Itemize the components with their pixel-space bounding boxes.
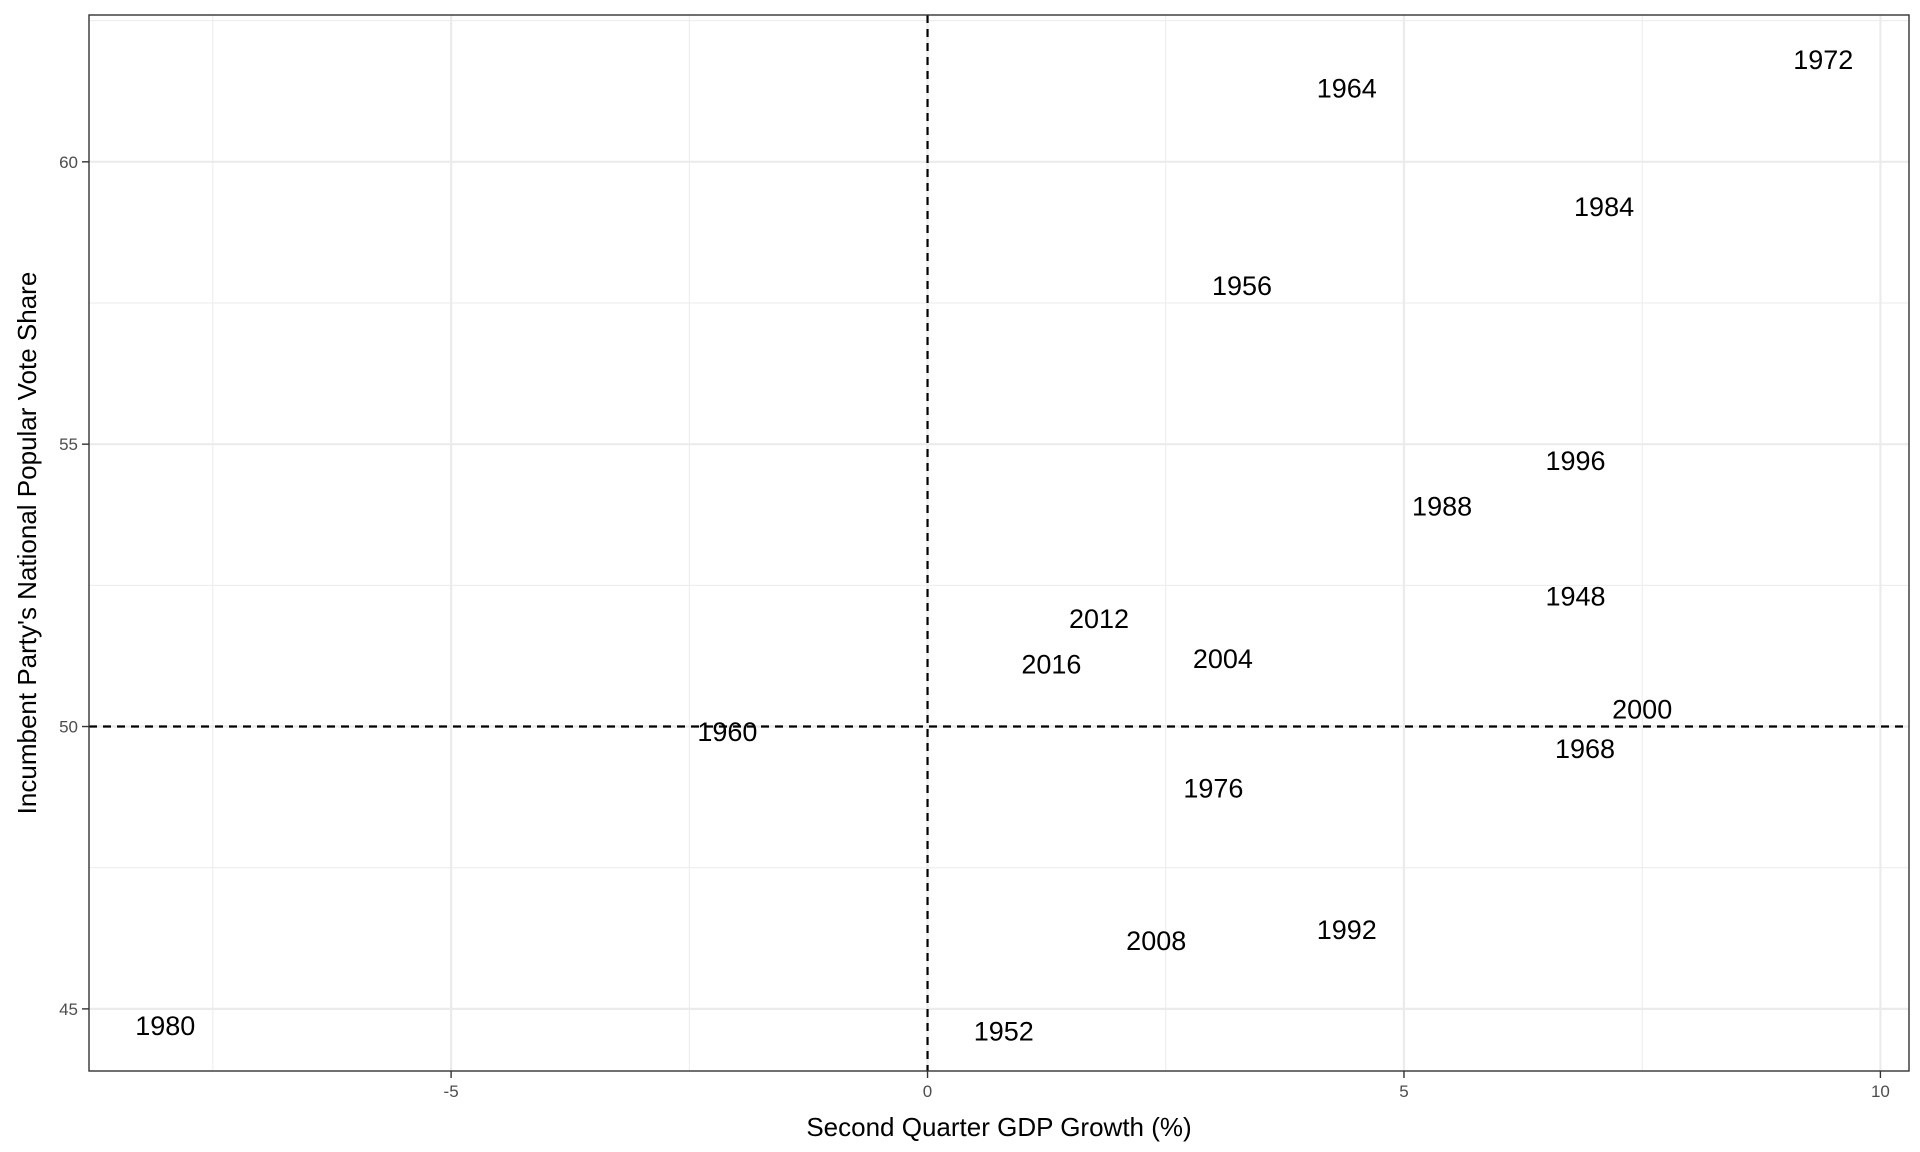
point-label-2000: 2000 xyxy=(1612,695,1672,725)
y-tick-label: 55 xyxy=(59,435,78,454)
point-label-2016: 2016 xyxy=(1021,649,1081,679)
point-label-1984: 1984 xyxy=(1574,192,1634,222)
point-label-2004: 2004 xyxy=(1193,644,1253,674)
point-label-1976: 1976 xyxy=(1183,774,1243,804)
point-label-1964: 1964 xyxy=(1317,73,1377,103)
point-label-1992: 1992 xyxy=(1317,915,1377,945)
x-tick-label: 5 xyxy=(1399,1082,1408,1101)
point-label-2008: 2008 xyxy=(1126,926,1186,956)
y-tick-label: 45 xyxy=(59,1000,78,1019)
point-label-1968: 1968 xyxy=(1555,734,1615,764)
point-label-1972: 1972 xyxy=(1793,45,1853,75)
point-label-1948: 1948 xyxy=(1545,582,1605,612)
point-label-1980: 1980 xyxy=(135,1011,195,1041)
x-axis-ticks: -5 0 5 10 xyxy=(444,1071,1890,1101)
y-axis-title: Incumbent Party's National Popular Vote … xyxy=(12,272,42,815)
x-tick-label: -5 xyxy=(444,1082,459,1101)
point-label-1996: 1996 xyxy=(1545,446,1605,476)
y-tick-label: 50 xyxy=(59,718,78,737)
y-tick-label: 60 xyxy=(59,153,78,172)
minor-gridlines xyxy=(89,15,1909,1071)
reference-lines xyxy=(89,15,1909,1071)
point-label-1952: 1952 xyxy=(974,1016,1034,1046)
point-label-1960: 1960 xyxy=(697,717,757,747)
x-axis-title: Second Quarter GDP Growth (%) xyxy=(806,1112,1191,1142)
point-labels: 1948 1952 1956 1960 1964 1968 1972 1976 1980 1984… xyxy=(135,45,1853,1046)
point-label-2012: 2012 xyxy=(1069,604,1129,634)
point-label-1956: 1956 xyxy=(1212,271,1272,301)
x-tick-label: 10 xyxy=(1871,1082,1890,1101)
x-tick-label: 0 xyxy=(923,1082,932,1101)
panel-border xyxy=(88,14,1910,1072)
point-label-1988: 1988 xyxy=(1412,491,1472,521)
y-axis-ticks: 45 50 55 60 xyxy=(59,153,89,1019)
